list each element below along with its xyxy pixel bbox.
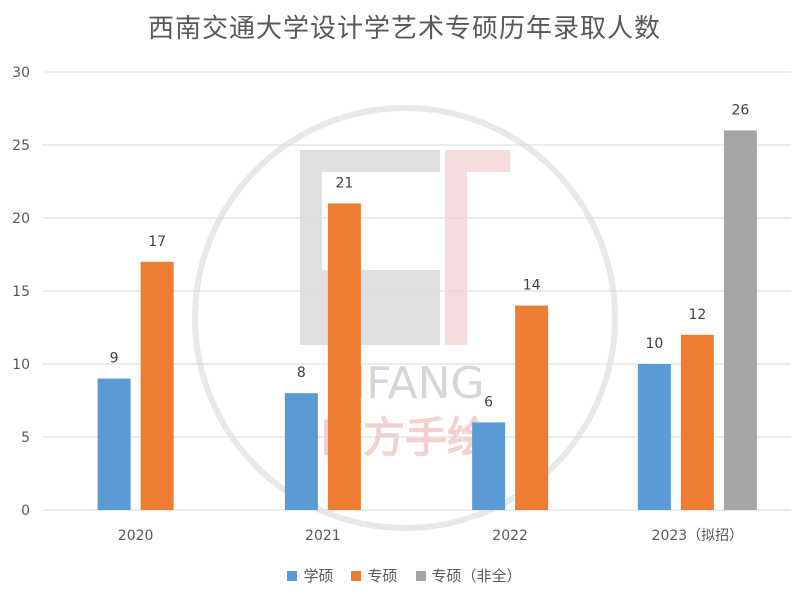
y-tick-label: 25 — [12, 138, 30, 154]
data-label: 26 — [731, 102, 749, 118]
data-label: 14 — [523, 278, 541, 294]
data-label: 10 — [645, 336, 663, 352]
legend-item: 专硕（非全） — [415, 565, 522, 586]
y-tick-label: 10 — [12, 357, 30, 373]
legend-label: 专硕 — [367, 567, 398, 585]
y-tick-label: 30 — [12, 65, 30, 81]
legend-swatch — [351, 570, 362, 581]
legend: 学硕 专硕 专硕（非全） — [0, 565, 809, 586]
x-tick-label: 2023（拟招） — [652, 528, 744, 544]
legend-swatch — [415, 570, 426, 581]
legend-item: 学硕 — [287, 565, 333, 586]
data-label: 21 — [335, 175, 353, 191]
bar — [723, 130, 757, 510]
bar — [327, 203, 361, 510]
y-axis: 0 5 10 15 20 25 30 — [12, 65, 30, 519]
chart-title: 西南交通大学设计学艺术专硕历年录取人数 — [147, 14, 661, 44]
y-tick-label: 15 — [12, 284, 30, 300]
x-axis: 2020 2021 2022 2023（拟招） — [118, 528, 743, 544]
bar — [515, 305, 549, 510]
legend-item: 专硕 — [351, 565, 398, 586]
x-tick-label: 2020 — [118, 528, 154, 544]
legend-label: 学硕 — [303, 567, 334, 585]
data-label: 8 — [297, 365, 306, 381]
legend-label: 专硕（非全） — [431, 567, 522, 585]
bars — [97, 130, 757, 510]
x-tick-label: 2022 — [492, 528, 528, 544]
bar — [637, 364, 671, 510]
legend-swatch — [287, 570, 298, 581]
bar — [140, 261, 174, 510]
bar — [97, 378, 131, 510]
y-tick-label: 20 — [12, 211, 30, 227]
bar — [472, 422, 506, 510]
data-label: 6 — [484, 394, 493, 410]
data-label: 17 — [148, 234, 166, 250]
data-label: 9 — [110, 351, 119, 367]
watermark-logo: SIFANG 四方手绘 — [192, 105, 618, 531]
bar — [284, 393, 318, 510]
data-label: 12 — [688, 307, 706, 323]
x-tick-label: 2021 — [305, 528, 341, 544]
bar — [680, 334, 714, 510]
y-tick-label: 5 — [21, 430, 30, 446]
data-labels: 9 17 8 21 6 14 10 12 26 — [110, 102, 750, 410]
y-tick-label: 0 — [21, 503, 30, 519]
